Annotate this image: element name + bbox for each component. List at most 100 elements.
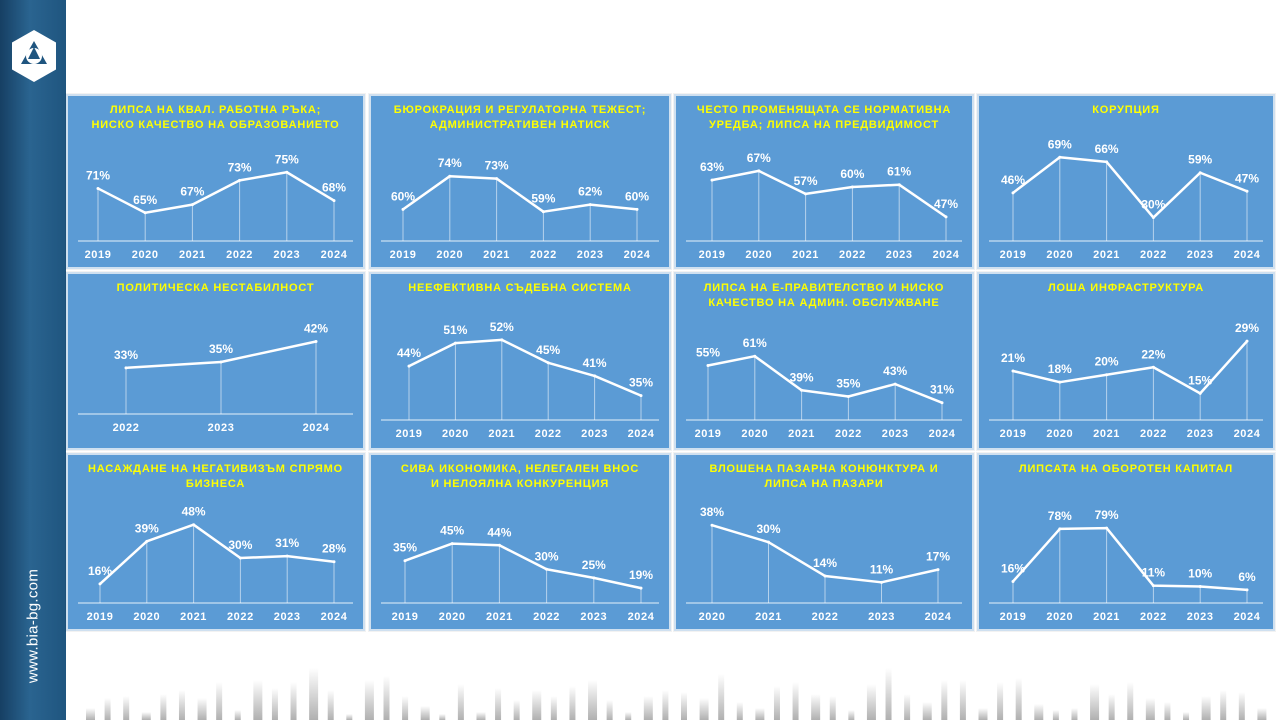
data-label: 55% [696,346,720,360]
x-tick-label: 2024 [929,428,956,440]
data-label: 60% [391,189,415,203]
decor-bar [643,696,653,720]
decor-bar [290,682,297,720]
data-point [546,361,550,365]
decor-bar [755,708,765,720]
chart-panel-infrastructure: 21% 18% 20% 22% 15% 29% 2019 2020 2021 2022 2023 20… [977,272,1275,450]
data-point [495,177,499,181]
data-label: 47% [934,197,958,211]
decor-bar [123,696,130,720]
x-tick-label: 2020 [436,249,463,261]
x-tick-label: 2024 [321,611,348,623]
data-point [850,185,854,189]
data-point [753,354,757,358]
series-line [707,354,943,404]
x-tick-label: 2021 [1093,249,1120,261]
data-point [940,401,944,405]
x-tick-label: 2023 [577,249,604,261]
decor-bar [1052,710,1059,720]
data-label: 31% [930,383,954,397]
x-tick-label: 2023 [580,611,607,623]
chart-panel-negativism: 16% 39% 48% 30% 31% 28% 2019 2020 2021 2022 2023 20… [66,453,365,631]
decor-bar [941,680,948,720]
data-label: 20% [1095,355,1119,369]
line-chart: 35% 45% 44% 30% 25% 19% 2019 2020 2021 2022 2023 20… [381,524,659,623]
data-point [143,211,147,215]
data-label: 30% [1141,198,1165,212]
site-url[interactable]: www.bia-bg.com [24,568,42,684]
x-tick-label: 2019 [695,428,722,440]
data-label: 60% [625,189,649,203]
x-tick-label: 2022 [227,611,254,623]
decor-bar [681,692,687,720]
decor-bar [1183,712,1190,720]
decor-bar [216,682,223,720]
data-point [448,174,452,178]
data-label: 35% [836,377,860,391]
x-tick-label: 2023 [274,611,301,623]
decor-bar [364,680,374,720]
chart-panel-grey-economy: 35% 45% 44% 30% 25% 19% 2019 2020 2021 2022 2023 20… [369,453,671,631]
data-label: 18% [1048,362,1072,376]
decor-bar [718,674,725,720]
decor-bar [1238,692,1245,720]
decor-bar [569,686,576,720]
data-label: 39% [790,370,814,384]
data-label: 38% [700,505,724,519]
line-chart: 63% 67% 57% 60% 61% 47% 2019 2020 2021 2022 2023 20… [686,151,962,261]
sidebar: www.bia-bg.com [0,0,66,720]
x-tick-label: 2023 [273,249,300,261]
chart-title: ЛИПСА НА КВАЛ. РАБОТНА РЪКА; НИСКО КАЧЕС… [91,104,340,131]
decor-bar [588,680,598,720]
decor-bar [197,698,207,720]
data-point [219,360,223,364]
x-tick-label: 2021 [488,428,515,440]
x-tick-label: 2023 [1187,428,1214,440]
series-line [402,174,638,213]
data-label: 71% [86,168,110,182]
decor-bar [959,680,966,720]
data-point [757,169,761,173]
data-point [1058,380,1062,384]
data-point [238,178,242,182]
data-point [1245,189,1249,193]
decor-bar [1108,694,1115,720]
data-point [1011,191,1015,195]
chart-panel-political-instability: 33% 35% 42% 2022 2023 2024 ПОЛИТИЧЕСКА НЕСТАБИ… [66,272,365,450]
data-point [800,388,804,392]
data-point [593,374,597,378]
data-label: 44% [487,525,511,539]
decor-bar [606,700,613,720]
decor-bar [253,680,263,720]
data-label: 67% [180,185,204,199]
data-label: 59% [531,192,555,206]
series-line [1012,340,1248,395]
x-tick-label: 2024 [303,422,330,434]
data-point [588,203,592,207]
x-tick-label: 2022 [835,428,862,440]
chart-panel-working-capital: 16% 78% 79% 11% 10% 6% 2019 2020 2021 2022 2023 202… [977,453,1275,631]
data-point [1151,365,1155,369]
data-label: 68% [322,181,346,195]
line-chart: 33% 35% 42% 2022 2023 2024 [78,321,353,434]
x-tick-label: 2019 [85,249,112,261]
decor-bar [1090,684,1100,720]
line-chart: 21% 18% 20% 22% 15% 29% 2019 2020 2021 2022 2023 20… [989,321,1263,440]
x-tick-label: 2021 [179,249,206,261]
data-label: 44% [397,346,421,360]
data-label: 25% [582,558,606,572]
data-label: 16% [1001,561,1025,575]
data-label: 17% [926,550,950,564]
x-tick-label: 2022 [226,249,253,261]
data-label: 11% [870,562,894,576]
data-point [285,170,289,174]
x-tick-label: 2020 [439,611,466,623]
x-tick-label: 2019 [1000,611,1027,623]
data-point [823,574,827,578]
decor-bar [271,688,278,720]
decor-bar [346,714,353,720]
x-tick-label: 2021 [788,428,815,440]
data-point [541,210,545,214]
line-chart: 16% 78% 79% 11% 10% 6% 2019 2020 2021 2022 2023 202… [989,508,1263,623]
x-tick-label: 2024 [628,611,655,623]
